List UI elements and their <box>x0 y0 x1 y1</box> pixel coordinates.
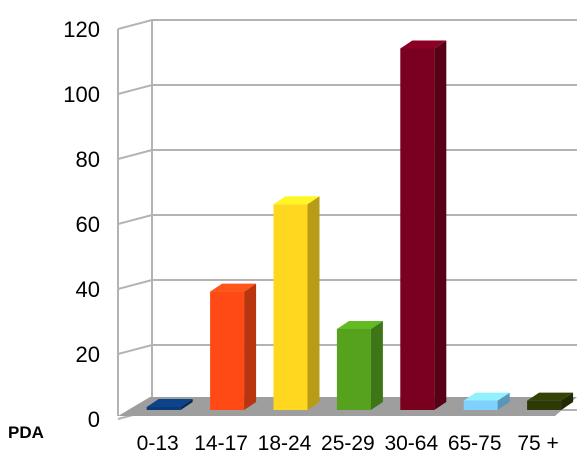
chart-walls <box>117 20 153 416</box>
bar-top <box>527 392 574 401</box>
y-axis-ticks: 0 20 40 60 80 100 120 <box>63 17 100 432</box>
bar-top <box>463 392 510 401</box>
gridline <box>117 84 577 95</box>
x-tick-label: 18-24 <box>258 432 312 455</box>
bar-side <box>561 392 574 410</box>
y-tick-label: 100 <box>63 82 100 107</box>
y-tick-label: 80 <box>76 147 100 172</box>
gridline <box>117 149 577 160</box>
y-tick-label: 40 <box>76 277 100 302</box>
bar-front <box>336 328 371 410</box>
bar-front <box>210 291 245 410</box>
bar-front <box>146 407 181 410</box>
bar-front <box>463 400 498 410</box>
x-axis-ticks: 0-13 14-17 18-24 25-29 30-64 65-75 75 + <box>137 432 559 455</box>
gridline <box>117 19 577 30</box>
y-tick-label: 60 <box>76 212 100 237</box>
y-tick-label: 0 <box>88 407 100 432</box>
x-tick-label: 65-75 <box>448 432 502 455</box>
bar <box>146 399 193 410</box>
series-label: PDA <box>8 423 44 442</box>
x-tick-label: 14-17 <box>194 432 248 455</box>
x-tick-label: 30-64 <box>384 432 438 455</box>
bar-side <box>307 196 320 410</box>
bar <box>210 283 257 410</box>
bar-front <box>273 204 308 410</box>
bar-top <box>210 283 257 292</box>
gridline <box>117 279 577 290</box>
x-tick-label: 75 + <box>517 432 558 455</box>
y-tick-label: 120 <box>63 17 100 42</box>
bar-front <box>400 48 435 410</box>
bar-side <box>370 320 383 410</box>
x-tick-label: 0-13 <box>137 432 179 455</box>
bar-top <box>273 196 320 205</box>
bar <box>336 320 383 410</box>
x-tick-label: 25-29 <box>321 432 375 455</box>
bar-side <box>434 40 447 410</box>
bars <box>146 40 574 410</box>
gridline <box>117 214 577 225</box>
bar <box>400 40 447 410</box>
y-tick-label: 20 <box>76 342 100 367</box>
bar-front <box>527 400 562 410</box>
bar-side <box>497 392 510 410</box>
bar-side <box>244 283 257 410</box>
bar <box>527 392 574 410</box>
bar <box>463 392 510 410</box>
bar <box>273 196 320 410</box>
bar-top <box>336 320 383 329</box>
bar-top <box>400 40 447 49</box>
bar-side <box>180 399 193 410</box>
bar-top <box>146 399 193 407</box>
